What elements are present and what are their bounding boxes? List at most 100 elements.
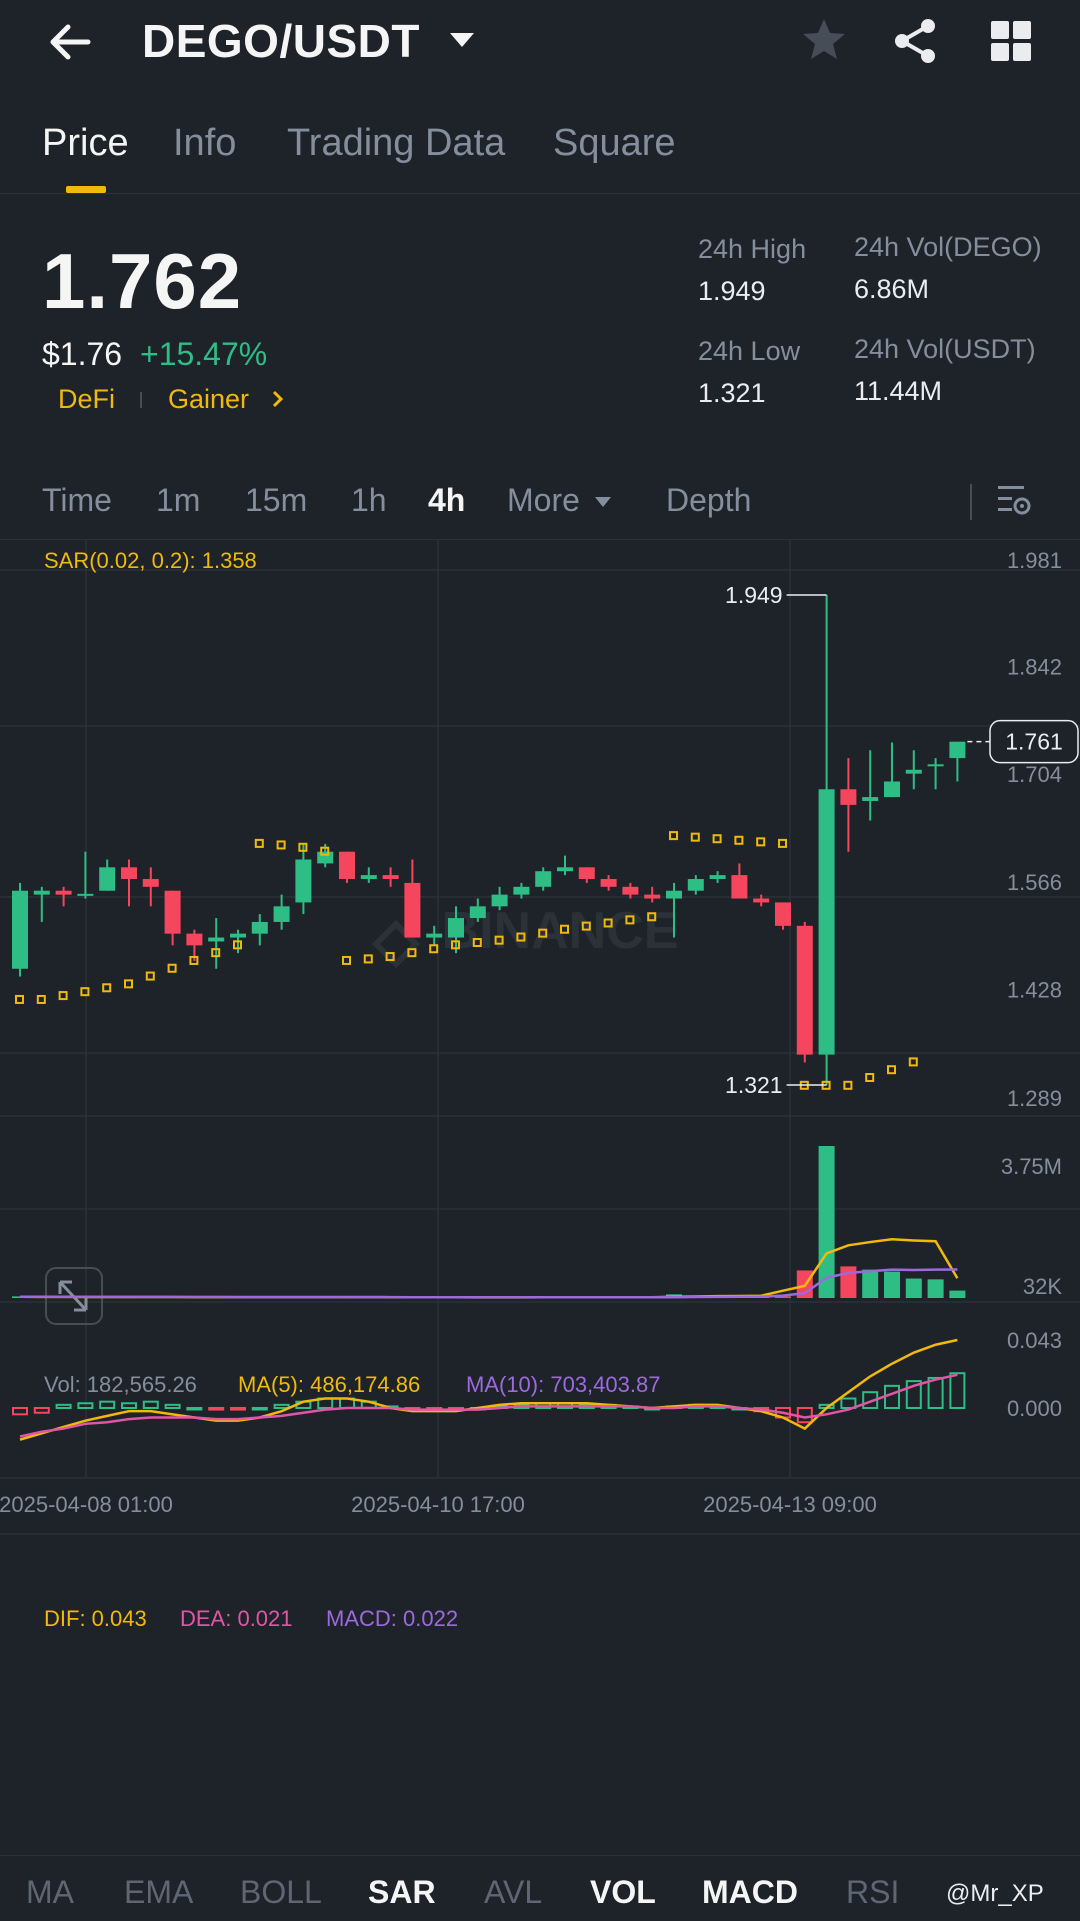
indicator-rsi[interactable]: RSI	[846, 1874, 900, 1910]
sar-dot	[625, 915, 635, 925]
sar-dot	[320, 846, 330, 856]
tab-price[interactable]: Price	[42, 122, 129, 164]
sar-dot	[516, 932, 526, 942]
indicator-avl[interactable]: AVL	[484, 1874, 543, 1910]
volume-bar	[840, 1266, 857, 1298]
sar-dot	[865, 1073, 875, 1083]
high-marker-label: 1.949	[725, 582, 783, 608]
interval-depth[interactable]: Depth	[666, 482, 752, 518]
interval-1h[interactable]: 1h	[351, 482, 387, 518]
indicator-ma[interactable]: MA	[26, 1874, 74, 1910]
candle-body	[687, 879, 704, 891]
pair-dropdown-icon[interactable]	[448, 30, 476, 50]
sar-dot	[342, 955, 351, 965]
tab-square[interactable]: Square	[553, 122, 676, 164]
candle-body	[251, 921, 268, 934]
layout-grid-icon[interactable]	[990, 20, 1032, 62]
interval-separator	[970, 484, 972, 520]
candle-body	[491, 894, 508, 907]
sar-dot	[494, 935, 504, 945]
more-dropdown-icon[interactable]	[594, 496, 612, 508]
tab-trading-data[interactable]: Trading Data	[287, 122, 506, 164]
vol-quote-value: 11.44M	[854, 376, 943, 406]
vol-base-label: 24h Vol(DEGO)	[854, 232, 1042, 262]
candle-body	[840, 789, 857, 805]
candle-body	[862, 797, 879, 801]
volume-bar	[949, 1290, 966, 1298]
candle-body	[230, 933, 246, 938]
favorite-star-icon[interactable]	[800, 16, 848, 64]
low-label: 24h Low	[698, 336, 801, 366]
macd-histogram-bar	[905, 1380, 922, 1409]
price-axis-tick: 1.428	[1007, 978, 1062, 1003]
top-bar: DEGO/USDT	[0, 0, 1080, 90]
vol-quote-label: 24h Vol(USDT)	[854, 334, 1036, 364]
interval-time[interactable]: Time	[42, 482, 112, 518]
macd-histogram-bar	[121, 1402, 137, 1409]
time-axis-label: 2025-04-13 09:00	[703, 1492, 877, 1517]
macd-histogram-bar	[927, 1376, 944, 1410]
candle-body	[339, 851, 355, 880]
candle-body	[317, 851, 334, 864]
share-icon[interactable]	[890, 16, 940, 66]
sar-dot	[429, 944, 439, 954]
candle-body	[273, 906, 290, 922]
macd-histogram-bar	[142, 1400, 159, 1410]
sar-dot	[145, 971, 155, 981]
candle-body	[753, 898, 770, 903]
trading-pair-title[interactable]: DEGO/USDT	[142, 15, 420, 67]
tag-gainer[interactable]: Gainer	[168, 384, 250, 414]
chart-settings-icon[interactable]	[996, 480, 1032, 520]
sar-dot	[647, 912, 657, 922]
vol-ma5-label: MA(5): 486,174.86	[238, 1372, 421, 1397]
candle-body	[469, 906, 486, 919]
price-axis-tick: 1.704	[1007, 762, 1062, 787]
tab-info[interactable]: Info	[173, 122, 237, 164]
sar-dot	[385, 952, 395, 962]
candle-body	[905, 769, 922, 774]
candle-body	[622, 886, 639, 895]
active-tab-indicator	[66, 186, 106, 193]
back-arrow-icon[interactable]	[44, 16, 96, 68]
sar-dot	[58, 991, 68, 1001]
sar-dot	[407, 948, 417, 958]
sar-dot	[734, 835, 744, 845]
interval-more[interactable]: More	[507, 482, 580, 518]
tag-defi[interactable]: DeFi	[58, 384, 116, 414]
dif-line	[19, 1338, 958, 1441]
candle-body	[360, 875, 377, 880]
sar-dot	[538, 928, 548, 938]
price-axis-tick: 1.842	[1007, 654, 1062, 679]
candle-body	[796, 925, 813, 1055]
sar-dot	[756, 837, 766, 847]
volume-bar	[775, 1296, 791, 1298]
sar-dot	[254, 838, 264, 848]
sar-dot	[887, 1065, 896, 1075]
candle-body	[884, 781, 900, 798]
indicator-vol[interactable]: VOL	[590, 1874, 656, 1910]
sar-dot	[560, 924, 569, 934]
interval-1m[interactable]: 1m	[156, 482, 201, 518]
indicator-sar[interactable]: SAR	[368, 1874, 436, 1910]
sar-dot	[581, 921, 591, 931]
macd-axis-tick: 0.000	[1007, 1396, 1062, 1421]
main-tabs: Price Info Trading Data Square	[0, 110, 1080, 194]
sar-indicator-label: SAR(0.02, 0.2): 1.358	[44, 548, 257, 573]
candle-body	[600, 879, 617, 887]
indicator-ema[interactable]: EMA	[124, 1874, 194, 1910]
chevron-right-icon[interactable]	[270, 388, 286, 410]
candle-body	[426, 933, 443, 938]
kline-chart[interactable]: BINANCE1.9811.8421.7041.5661.4281.2891.9…	[0, 540, 1080, 1850]
price-axis-tick: 1.289	[1007, 1086, 1062, 1111]
candle-body	[818, 789, 835, 1055]
chart-area[interactable]: BINANCE 1.981 1.842 1.704 1.566 1.428 1.289 1.9…	[0, 540, 1080, 1850]
interval-4h[interactable]: 4h	[428, 482, 466, 518]
indicator-macd[interactable]: MACD	[702, 1874, 798, 1910]
user-watermark: @Mr_XP	[946, 1880, 1044, 1907]
interval-15m[interactable]: 15m	[245, 482, 308, 518]
candle-body	[99, 867, 116, 891]
macd-histogram-bar	[164, 1403, 181, 1410]
sar-dot	[843, 1080, 853, 1090]
indicator-boll[interactable]: BOLL	[240, 1874, 322, 1910]
last-price-tag	[989, 719, 1079, 764]
